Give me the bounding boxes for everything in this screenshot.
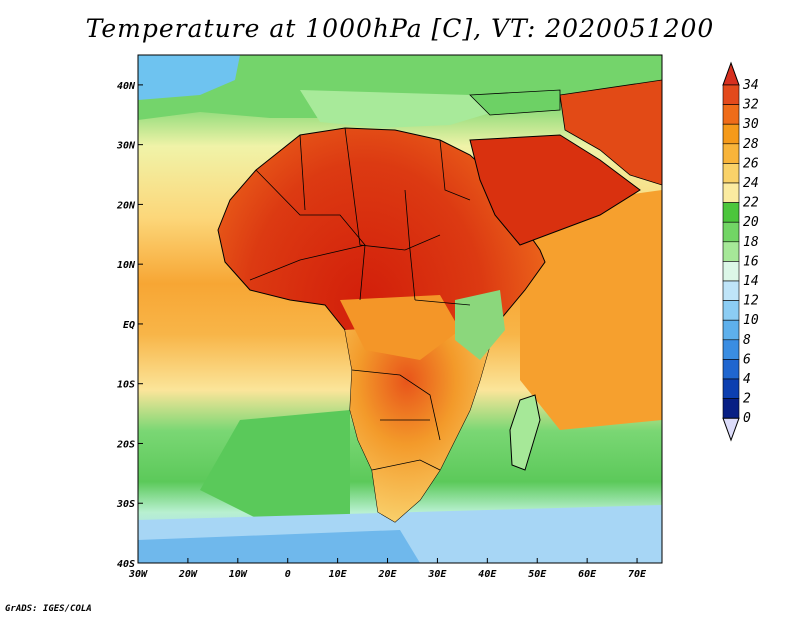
- lat-tick-label: 40N: [117, 81, 136, 92]
- middle-east-land: [559, 79, 662, 186]
- colorbar-swatch: [722, 84, 740, 105]
- colorbar-swatch: [722, 202, 740, 223]
- colorbar-label: 18: [743, 235, 759, 250]
- colorbar-swatch: [722, 339, 740, 360]
- lon-tick-label: 20W: [178, 569, 198, 580]
- colorbar-swatch: [722, 359, 740, 380]
- colorbar-bottom-arrow: [722, 417, 740, 442]
- southern-africa-land: [345, 320, 500, 522]
- lat-tick-label: 20N: [116, 200, 136, 211]
- lon-tick-label: 30W: [128, 569, 148, 580]
- lat-tick-label: 30S: [116, 499, 135, 510]
- lat-tick-label: 30N: [116, 141, 136, 152]
- lat-tick-label: 10S: [117, 380, 135, 391]
- lon-tick-label: 50E: [528, 569, 547, 580]
- colorbar-swatch: [722, 241, 740, 262]
- map-frame: [137, 54, 663, 564]
- colorbar-label: 26: [743, 156, 759, 171]
- lon-tick-label: 10W: [229, 569, 248, 580]
- east-africa-highlands: [455, 290, 505, 360]
- colorbar-label: 34: [742, 78, 759, 93]
- colorbar-label: 0: [743, 411, 751, 426]
- lon-tick-label: 20E: [377, 569, 397, 580]
- colorbar-swatch: [722, 182, 740, 203]
- colorbar-label: 10: [743, 313, 759, 328]
- colorbar-label: 32: [742, 98, 759, 113]
- colorbar-swatch: [722, 300, 740, 321]
- colorbar-label: 12: [743, 294, 759, 309]
- europe-region: [138, 55, 662, 125]
- lon-tick-label: 30E: [427, 569, 447, 580]
- lat-tick-label: 40S: [117, 559, 135, 570]
- grads-credit: GrADS: IGES/COLA: [5, 604, 92, 614]
- colorbar-swatch: [722, 398, 740, 419]
- colorbar-swatch: [722, 104, 740, 125]
- colorbar-label: 14: [743, 274, 759, 289]
- colorbar-label: 8: [743, 333, 751, 348]
- colorbar-label: 24: [743, 176, 759, 191]
- colorbar-label: 28: [743, 137, 759, 152]
- mediterranean-sea: [300, 90, 500, 128]
- colorbar-swatch: [722, 280, 740, 301]
- colorbar-label: 20: [743, 215, 759, 230]
- colorbar-swatch: [722, 163, 740, 184]
- south-atlantic-cool: [200, 410, 350, 520]
- anatolia-land: [469, 89, 561, 116]
- lon-tick-label: 70E: [628, 569, 647, 580]
- lat-tick-label: 10N: [117, 260, 136, 271]
- colorbar-label: 6: [743, 352, 751, 367]
- map-title: Temperature at 1000hPa [C], VT: 20200512…: [85, 14, 715, 43]
- colorbar-label: 2: [743, 392, 751, 407]
- madagascar-land: [509, 394, 541, 471]
- lon-tick-label: 10E: [329, 569, 348, 580]
- indian-ocean-warm: [520, 190, 662, 430]
- colorbar-label: 22: [743, 196, 759, 211]
- arabia-land: [469, 134, 641, 246]
- colorbar-swatch: [722, 143, 740, 164]
- latitude-axis: 40N 30N 20N 10N EQ 10S 20S 30S 40S: [116, 81, 143, 570]
- lon-tick-label: 40E: [478, 569, 497, 580]
- country-borders: [249, 127, 471, 471]
- congo-basin: [340, 295, 460, 360]
- map-area: [138, 55, 662, 563]
- colorbar-label: 4: [743, 372, 751, 387]
- colorbar-swatch: [722, 123, 740, 145]
- colorbar-swatch: [722, 261, 740, 282]
- colorbar-swatch: [722, 221, 740, 243]
- colorbar-swatch: [722, 319, 740, 341]
- lat-tick-label: EQ: [123, 320, 135, 331]
- lon-tick-label: 0: [285, 569, 291, 580]
- colorbar-label: 16: [743, 254, 759, 269]
- north-atlantic-cool: [138, 55, 240, 100]
- colorbar-label: 30: [742, 117, 759, 132]
- southern-ocean-colder: [138, 530, 420, 563]
- lat-tick-label: 20S: [116, 439, 135, 450]
- lon-tick-label: 60E: [578, 569, 597, 580]
- longitude-axis: 30W 20W 10W 0 10E 20E 30E 40E 50E 60E 70E: [128, 558, 647, 580]
- colorbar-top-arrow: [722, 61, 740, 86]
- colorbar-swatch: [722, 378, 740, 399]
